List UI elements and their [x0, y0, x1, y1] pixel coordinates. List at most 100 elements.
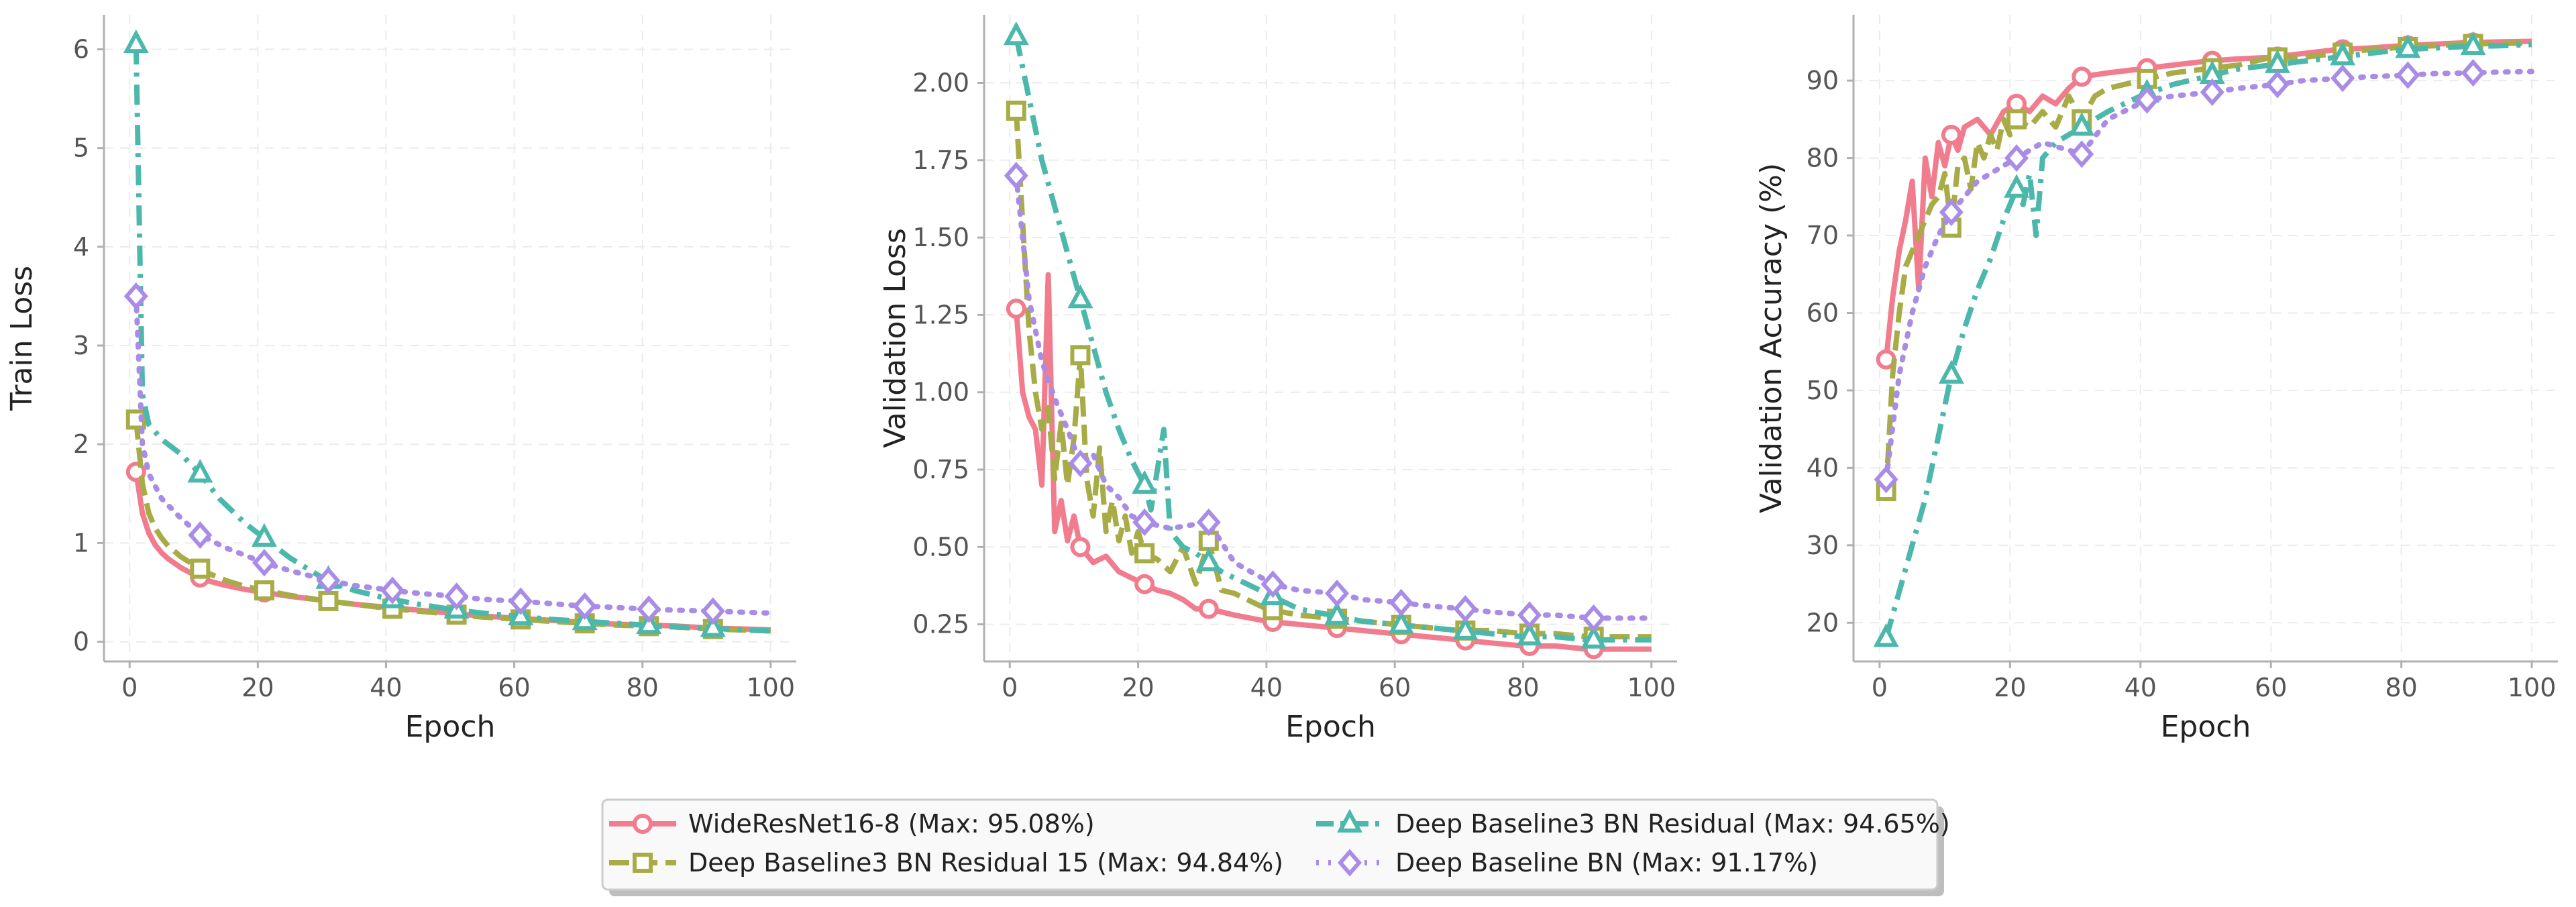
- x-tick-label: 100: [747, 673, 796, 702]
- y-tick-label: 2: [73, 429, 89, 459]
- triangle-marker: [2004, 174, 2030, 198]
- triangle-marker: [1067, 284, 1093, 309]
- legend: WideResNet16-8 (Max: 95.08%) Deep Baselin…: [601, 798, 1950, 896]
- y-tick-label: 5: [73, 134, 89, 163]
- circle-marker: [1006, 299, 1026, 319]
- x-tick-label: 40: [2125, 673, 2157, 702]
- series-4: [1004, 162, 1654, 632]
- series-2: [125, 409, 771, 639]
- diamond-marker: [188, 521, 213, 549]
- diamond-marker: [700, 597, 725, 625]
- x-tick-label: 60: [2255, 673, 2287, 702]
- triangle-marker: [1324, 601, 1350, 625]
- triangle-marker: [251, 523, 277, 547]
- y-tick-label: 0: [73, 627, 89, 657]
- triangle-marker: [1873, 623, 1899, 647]
- x-tick-label: 0: [1002, 673, 1018, 702]
- series-line: [1013, 172, 1654, 621]
- chart-panel-2: 0 20 40 60 80 100 0.25 0.50 0.75 1.00 1.25 1.50 1.75…: [878, 15, 1677, 744]
- legend-label: Deep Baseline3 BN Residual 15 (Max: 94.8…: [688, 848, 1283, 877]
- y-axis-label: Train Loss: [5, 266, 39, 411]
- series-3: [1873, 31, 2532, 647]
- diamond-marker: [1453, 595, 1478, 623]
- y-tick-label: 50: [1807, 376, 1839, 405]
- square-marker: [254, 580, 274, 601]
- x-tick-label: 0: [121, 673, 138, 702]
- series-3: [123, 29, 771, 637]
- series-2: [1006, 100, 1652, 647]
- y-tick-label: 70: [1807, 221, 1839, 250]
- triangle-marker: [187, 459, 213, 483]
- square-marker: [190, 558, 211, 579]
- square-marker: [633, 853, 653, 873]
- y-tick-label: 80: [1807, 144, 1839, 173]
- triangle-marker: [2395, 34, 2421, 58]
- series-line: [1013, 110, 1652, 640]
- circle-marker: [1070, 537, 1091, 557]
- diamond-marker: [2265, 70, 2290, 99]
- triangle-marker: [1132, 470, 1158, 494]
- series-line: [1883, 68, 2535, 482]
- triangle-marker: [1452, 616, 1479, 640]
- x-tick-label: 20: [241, 673, 274, 702]
- triangle-marker: [1938, 360, 1964, 384]
- x-tick-label: 80: [1507, 673, 1539, 702]
- circle-marker: [2072, 66, 2092, 87]
- x-tick-label: 40: [1250, 673, 1283, 702]
- diamond-marker: [2135, 86, 2159, 114]
- diamond-marker: [1068, 449, 1093, 478]
- y-axis-label: Validation Loss: [878, 228, 912, 448]
- diamond-marker: [572, 592, 597, 621]
- series-3: [1003, 21, 1652, 649]
- y-tick-label: 30: [1807, 531, 1839, 560]
- triangle-marker: [1516, 621, 1543, 646]
- diamond-marker: [508, 587, 533, 615]
- x-tick-label: 20: [1122, 673, 1154, 702]
- diamond-marker: [1338, 849, 1362, 877]
- diamond-marker: [637, 595, 661, 623]
- x-tick-label: 40: [370, 673, 402, 702]
- y-tick-label: 90: [1807, 66, 1839, 95]
- chart-panel-3: 0 20 40 60 80 100 20 30 40 50 60 70 80 90 Epoch Validat…: [1754, 15, 2558, 744]
- y-tick-label: 4: [73, 232, 89, 262]
- series-4: [123, 282, 773, 625]
- x-axis-label: Epoch: [405, 710, 496, 744]
- series-line: [1883, 42, 2532, 639]
- triangle-marker: [1003, 21, 1029, 46]
- diamond-marker: [1004, 162, 1028, 190]
- square-marker: [1134, 543, 1155, 564]
- triangle-marker: [1336, 808, 1363, 833]
- legend-box: [601, 798, 1939, 891]
- diamond-marker: [2396, 61, 2420, 89]
- triangle-marker: [700, 613, 726, 637]
- triangle-marker: [2069, 112, 2095, 136]
- y-tick-label: 3: [73, 331, 89, 360]
- legend-entry: Deep Baseline3 BN Residual (Max: 94.65%): [1316, 808, 1950, 839]
- y-tick-label: 40: [1807, 453, 1839, 482]
- y-tick-label: 6: [73, 35, 89, 64]
- diamond-marker: [252, 549, 276, 577]
- diamond-marker: [1325, 579, 1350, 608]
- triangle-marker: [2330, 42, 2356, 66]
- x-axis-label: Epoch: [1285, 710, 1376, 744]
- x-tick-label: 100: [2508, 673, 2557, 702]
- diamond-marker: [1196, 508, 1221, 536]
- legend-label: WideResNet16-8 (Max: 95.08%): [688, 809, 1095, 839]
- x-axis-label: Epoch: [2161, 710, 2251, 744]
- circle-marker: [633, 814, 653, 834]
- square-marker: [2006, 109, 2027, 129]
- y-tick-label: 1.75: [912, 146, 969, 175]
- square-marker: [318, 590, 339, 611]
- x-tick-label: 100: [1627, 673, 1676, 702]
- square-marker: [1006, 100, 1026, 121]
- y-tick-label: 1.25: [912, 300, 969, 329]
- diamond-marker: [1581, 604, 1606, 632]
- x-tick-label: 60: [1379, 673, 1411, 702]
- y-axis-label: Validation Accuracy (%): [1754, 163, 1788, 513]
- y-tick-label: 1: [73, 528, 89, 557]
- triangle-marker: [1580, 625, 1607, 649]
- legend-label: Deep Baseline3 BN Residual (Max: 94.65%): [1395, 809, 1950, 839]
- diamond-marker: [316, 566, 341, 594]
- y-tick-label: 2.00: [912, 68, 969, 97]
